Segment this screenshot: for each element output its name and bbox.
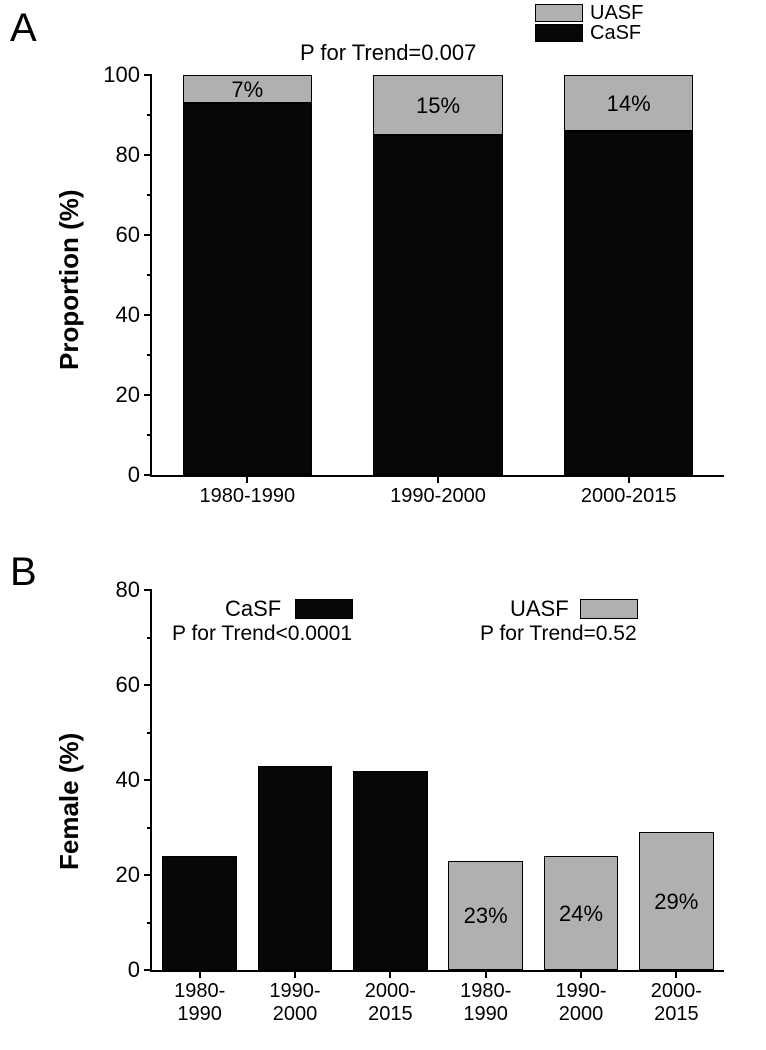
panel-a-xtick [246, 475, 248, 483]
panel-b-xtick-label: 2000-2015 [651, 980, 702, 1026]
panel-b-xtick-label: 1980-1990 [460, 980, 511, 1026]
panel-b-ytick-label: 80 [116, 577, 140, 603]
panel-a-ytick [144, 234, 152, 236]
panel-a-ytick-minor [147, 354, 152, 356]
panel-a-ytick-label: 100 [103, 62, 140, 88]
panel-a-bar-casf [373, 135, 503, 475]
panel-a-ytick [144, 314, 152, 316]
panel-a-ytick-minor [147, 114, 152, 116]
panel-a-ytick-minor [147, 434, 152, 436]
panel-b-bar-uasf-label: 29% [654, 889, 698, 915]
panel-b-ytick-label: 60 [116, 672, 140, 698]
panel-a-ytick-label: 80 [116, 142, 140, 168]
panel-a-ytick-minor [147, 194, 152, 196]
panel-a-label: A [10, 6, 37, 51]
panel-a-bar-uasf-label: 14% [607, 91, 651, 117]
panel-b-bar-uasf-label: 23% [464, 903, 508, 929]
panel-a-ytick-label: 60 [116, 222, 140, 248]
legend-a-casf-label: CaSF [590, 22, 641, 45]
panel-a-xtick [437, 475, 439, 483]
panel-b-xtick [580, 970, 582, 978]
panel-a-bar-casf [183, 103, 313, 475]
panel-b-ytick-minor [147, 637, 152, 639]
panel-b-ytick [144, 684, 152, 686]
panel-b-ytick-label: 40 [116, 767, 140, 793]
panel-a-ytick [144, 154, 152, 156]
panel-b-ytick-minor [147, 827, 152, 829]
legend-a-uasf-swatch [535, 4, 583, 22]
panel-b-xtick [675, 970, 677, 978]
panel-a-ytick-label: 0 [128, 462, 140, 488]
panel-b-xtick [485, 970, 487, 978]
panel-b-bar-casf [162, 856, 236, 970]
panel-a-xtick-label: 1990-2000 [390, 485, 486, 508]
panel-b-ytick-label: 20 [116, 862, 140, 888]
panel-b-bar-casf [258, 766, 332, 970]
panel-b-xtick [294, 970, 296, 978]
panel-b-ytick-minor [147, 732, 152, 734]
panel-a-xtick [628, 475, 630, 483]
panel-a-trend-text: P for Trend=0.007 [300, 40, 476, 66]
panel-b-bar-casf [353, 771, 427, 971]
panel-a-xtick-label: 1980-1990 [200, 485, 296, 508]
panel-a-ytick-minor [147, 274, 152, 276]
panel-b-ylabel: Female (%) [54, 733, 85, 870]
panel-a-ytick [144, 74, 152, 76]
panel-b-xtick [389, 970, 391, 978]
panel-a-bar-uasf-label: 7% [231, 77, 263, 103]
panel-b-xtick-label: 1990-2000 [269, 980, 320, 1026]
panel-b-ytick [144, 779, 152, 781]
panel-b-ytick-minor [147, 922, 152, 924]
panel-b-xtick-label: 2000-2015 [365, 980, 416, 1026]
panel-b-label: B [10, 550, 37, 595]
panel-b-plot: 0204060801980-19901990-20002000-201523%1… [150, 590, 724, 972]
panel-a-ytick [144, 394, 152, 396]
panel-b-ytick-label: 0 [128, 957, 140, 983]
panel-b-ytick [144, 969, 152, 971]
legend-a-casf-swatch [535, 24, 583, 42]
panel-b-bar-uasf-label: 24% [559, 901, 603, 927]
panel-b-xtick-label: 1980-1990 [174, 980, 225, 1026]
panel-a-xtick-label: 2000-2015 [581, 485, 677, 508]
panel-a-bar-casf [564, 131, 694, 475]
panel-a-plot: 0204060801007%1980-199015%1990-200014%20… [150, 75, 724, 477]
panel-a-ytick [144, 474, 152, 476]
panel-a-bar-uasf-label: 15% [416, 93, 460, 119]
panel-b-ytick [144, 589, 152, 591]
panel-a-ylabel: Proportion (%) [54, 189, 85, 370]
panel-b-ytick [144, 874, 152, 876]
panel-b-xtick-label: 1990-2000 [555, 980, 606, 1026]
figure-root: A UASF CaSF P for Trend=0.007 Proportion… [0, 0, 766, 1050]
panel-a-ytick-label: 40 [116, 302, 140, 328]
panel-b-xtick [199, 970, 201, 978]
panel-a-ytick-label: 20 [116, 382, 140, 408]
